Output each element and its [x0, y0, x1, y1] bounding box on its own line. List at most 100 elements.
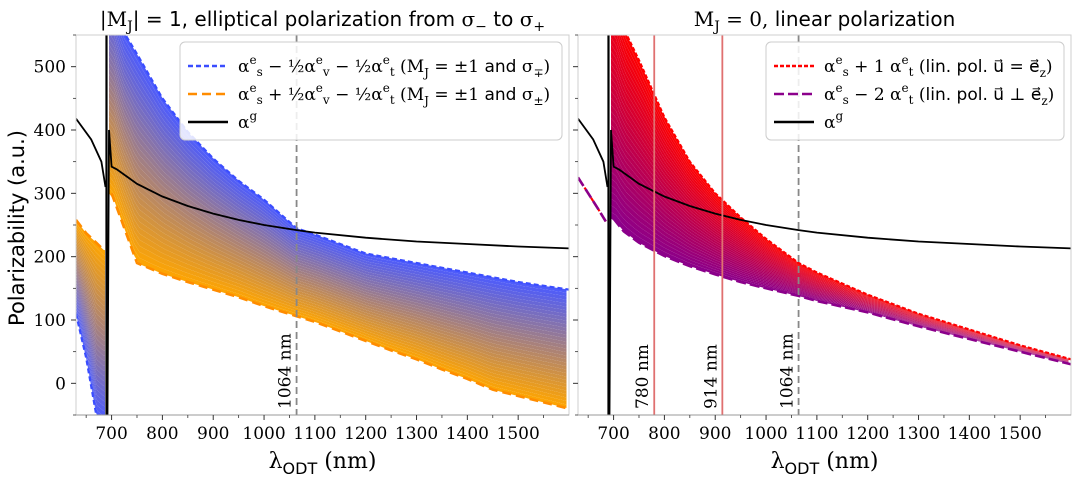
- x-tick-label: 1000: [242, 424, 285, 444]
- band-strip: [109, 35, 567, 318]
- x-tick-label: 1100: [795, 424, 838, 444]
- x-tick-label: 1300: [897, 424, 940, 444]
- legend-label-part: and: [484, 57, 521, 77]
- series-line-left: [76, 313, 99, 415]
- band-strip-left: [76, 250, 105, 311]
- band-strip: [611, 37, 1069, 360]
- band-strip-left: [76, 225, 105, 266]
- legend-label-part: lin. pol.: [926, 85, 994, 105]
- legend-label-part: +: [263, 85, 288, 105]
- legend-label-part: α: [824, 57, 836, 77]
- x-tick-label: 1000: [744, 424, 787, 444]
- legend-label-part: σ: [522, 85, 534, 105]
- x-tick-label: 1200: [344, 424, 387, 444]
- chart-title-part: +: [533, 19, 545, 35]
- x-tick-label: 1200: [846, 424, 889, 444]
- y-tick-label: 400: [34, 121, 66, 141]
- chart-title-part: | = 1,: [133, 7, 195, 31]
- ground-state-line-left: [578, 118, 609, 188]
- chart-title-part: J: [712, 19, 720, 35]
- legend-label-part: α: [238, 57, 250, 77]
- x-axis-label-part: λ: [771, 449, 785, 474]
- legend-label-part: e: [316, 81, 323, 95]
- legend-label-part: M: [407, 85, 424, 105]
- legend-label-part: ½: [288, 85, 304, 105]
- legend-label-part: α: [238, 85, 250, 105]
- legend-label: αg: [824, 109, 843, 133]
- chart-title: |MJ| = 1, elliptical polarization from σ…: [100, 7, 545, 35]
- legend-label-part: u⃗ = e⃗: [993, 57, 1039, 77]
- wavelength-label: 914 nm: [701, 344, 721, 409]
- legend-label-part: α: [890, 85, 902, 105]
- x-axis-label-part: (nm): [819, 449, 878, 474]
- x-tick-label: 900: [699, 424, 731, 444]
- wavelength-label: 1064 nm: [276, 333, 296, 409]
- legend-label-part: e: [249, 53, 256, 67]
- band-strip: [109, 56, 567, 332]
- chart-title: MJ = 0, linear polarization: [694, 7, 956, 35]
- legend-label-part: t: [390, 65, 395, 79]
- legend-label-part: e: [383, 53, 390, 67]
- legend-label-part: ): [1046, 57, 1053, 77]
- band-strip: [113, 35, 567, 311]
- chart-title-part: −: [475, 19, 487, 35]
- legend-label-part: s: [843, 93, 849, 107]
- legend-label-part: (: [913, 85, 925, 105]
- plot-area: [578, 35, 1071, 415]
- legend-label-part: lin. pol.: [926, 57, 994, 77]
- legend-label-part: J: [422, 66, 429, 80]
- chart-title-part: to: [487, 7, 520, 31]
- chart-title-part: σ: [462, 7, 476, 31]
- legend-label-part: v: [322, 93, 330, 107]
- legend-label-part: and: [484, 85, 521, 105]
- band-strip-left: [76, 244, 105, 301]
- legend-label-part: t: [909, 65, 914, 79]
- x-axis-label-part: ODT: [283, 459, 318, 478]
- legend-label-part: α: [824, 85, 836, 105]
- legend-label-part: α: [371, 57, 383, 77]
- chart-right: 780 nm 914 nm 1064 nm 700 800 900 1000 1100 1200…: [573, 7, 1072, 478]
- legend-label: αg: [238, 109, 257, 133]
- plot-area: [76, 35, 569, 415]
- chart-title-part: = 0,: [720, 7, 775, 31]
- legend-label-part: σ: [522, 57, 534, 77]
- legend-label: αes − ½αev − ½αet (MJ = ±1 and σ∓): [238, 53, 550, 80]
- legend-label-part: e: [835, 53, 842, 67]
- x-tick-label: 900: [197, 424, 229, 444]
- legend-label-part: −: [263, 57, 288, 77]
- legend-label-part: t: [390, 93, 395, 107]
- series-line-left: [76, 219, 105, 252]
- ground-state-line: [608, 129, 1071, 415]
- legend-label-part: z: [1040, 66, 1046, 80]
- band-strip-left: [76, 228, 105, 271]
- legend-label-part: (: [395, 85, 407, 105]
- x-axis-label: λODT (nm): [771, 449, 879, 478]
- legend-label-part: α: [890, 57, 902, 77]
- y-tick-label: 300: [34, 184, 66, 204]
- x-tick-label: 1300: [395, 424, 438, 444]
- band-strip: [109, 62, 567, 335]
- y-tick-label: 200: [34, 248, 66, 268]
- legend-label-part: ): [544, 57, 551, 77]
- legend-label-part: e: [383, 81, 390, 95]
- series-line: [124, 35, 569, 291]
- ground-state-line-left: [76, 118, 107, 188]
- legend-label-part: −: [330, 85, 355, 105]
- legend-label-part: e: [902, 53, 909, 67]
- legend-label-part: = ±1: [429, 85, 485, 105]
- series-line: [612, 217, 1071, 366]
- x-axis-label-part: ODT: [785, 459, 820, 478]
- chart-title-part: linear polarization: [775, 7, 956, 31]
- legend-label-part: −: [330, 57, 355, 77]
- x-tick-label: 800: [648, 424, 680, 444]
- legend-label-part: s: [257, 65, 263, 79]
- band-strip: [109, 38, 567, 321]
- legend-label-part: v: [322, 65, 330, 79]
- y-tick-label: 0: [55, 374, 66, 394]
- band-strip-left: [76, 231, 105, 276]
- band-strip-left: [76, 239, 105, 291]
- legend-label-part: − 2: [849, 85, 890, 105]
- chart-title-part: M: [694, 7, 714, 31]
